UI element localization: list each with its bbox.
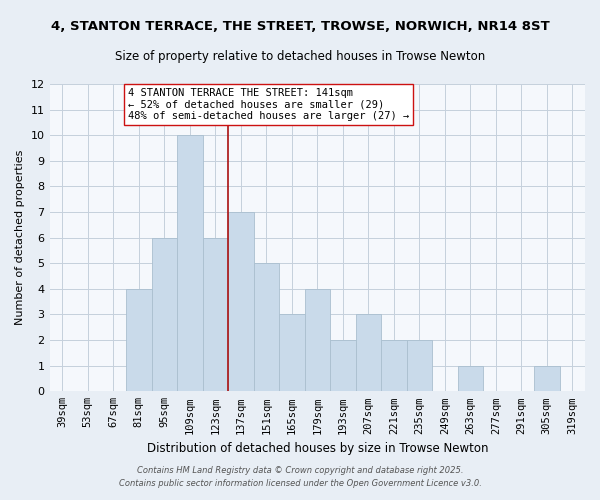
Y-axis label: Number of detached properties: Number of detached properties xyxy=(15,150,25,326)
Text: 4 STANTON TERRACE THE STREET: 141sqm
← 52% of detached houses are smaller (29)
4: 4 STANTON TERRACE THE STREET: 141sqm ← 5… xyxy=(128,88,409,121)
Bar xyxy=(126,289,152,392)
Bar xyxy=(330,340,356,392)
Bar xyxy=(254,264,279,392)
Bar xyxy=(458,366,483,392)
Bar xyxy=(534,366,560,392)
Bar xyxy=(407,340,432,392)
Bar xyxy=(203,238,228,392)
Bar xyxy=(177,135,203,392)
Bar xyxy=(152,238,177,392)
Bar xyxy=(381,340,407,392)
Bar xyxy=(356,314,381,392)
Bar xyxy=(228,212,254,392)
Text: 4, STANTON TERRACE, THE STREET, TROWSE, NORWICH, NR14 8ST: 4, STANTON TERRACE, THE STREET, TROWSE, … xyxy=(50,20,550,33)
Bar xyxy=(279,314,305,392)
Text: Contains HM Land Registry data © Crown copyright and database right 2025.
Contai: Contains HM Land Registry data © Crown c… xyxy=(119,466,481,487)
Bar xyxy=(305,289,330,392)
X-axis label: Distribution of detached houses by size in Trowse Newton: Distribution of detached houses by size … xyxy=(146,442,488,455)
Text: Size of property relative to detached houses in Trowse Newton: Size of property relative to detached ho… xyxy=(115,50,485,63)
